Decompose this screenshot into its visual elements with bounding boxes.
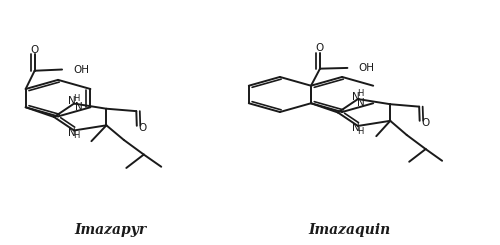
Text: O: O (30, 45, 38, 55)
Text: O: O (138, 123, 146, 133)
Text: N: N (68, 96, 76, 106)
Text: H: H (357, 89, 364, 98)
Text: H: H (357, 127, 364, 136)
Text: N: N (74, 102, 82, 112)
Text: OH: OH (73, 64, 89, 74)
Text: Imazaquin: Imazaquin (308, 223, 391, 237)
Text: H: H (74, 94, 80, 103)
Text: N: N (352, 123, 360, 133)
Text: N: N (68, 128, 76, 138)
Text: Imazapyr: Imazapyr (74, 223, 146, 237)
Text: O: O (421, 118, 430, 128)
Text: OH: OH (358, 63, 374, 73)
Text: N: N (358, 98, 365, 108)
Text: O: O (316, 43, 324, 53)
Text: H: H (74, 131, 80, 140)
Text: N: N (352, 92, 360, 102)
